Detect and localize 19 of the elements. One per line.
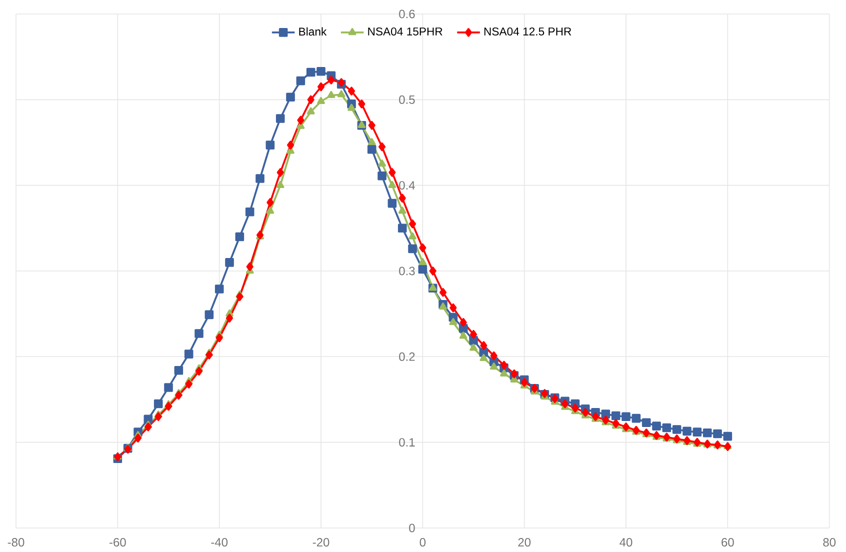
x-tick-label: -60 [110,538,126,547]
y-tick-label: 0.6 [399,10,415,18]
y-tick-label: 0.2 [399,352,415,361]
x-tick-label: 80 [823,538,836,547]
legend-label: Blank [299,27,327,36]
legend-label: NSA04 12.5 PHR [484,27,572,36]
y-tick-label: 0.1 [399,438,415,447]
x-tick-label: 0 [420,538,426,547]
x-tick-label: 20 [518,538,531,547]
x-tick-label: -40 [211,538,228,547]
x-tick-label: 40 [620,538,632,547]
y-tick-label: 0.4 [399,181,415,190]
x-tick-label: -20 [312,538,330,547]
x-tick-label: 60 [722,538,734,547]
x-tick-label: -80 [8,538,24,547]
y-tick-label: 0.5 [399,95,415,104]
y-tick-label: 0 [409,524,415,532]
legend-label: NSA04 15PHR [368,27,442,36]
y-tick-label: 0.3 [399,266,415,276]
